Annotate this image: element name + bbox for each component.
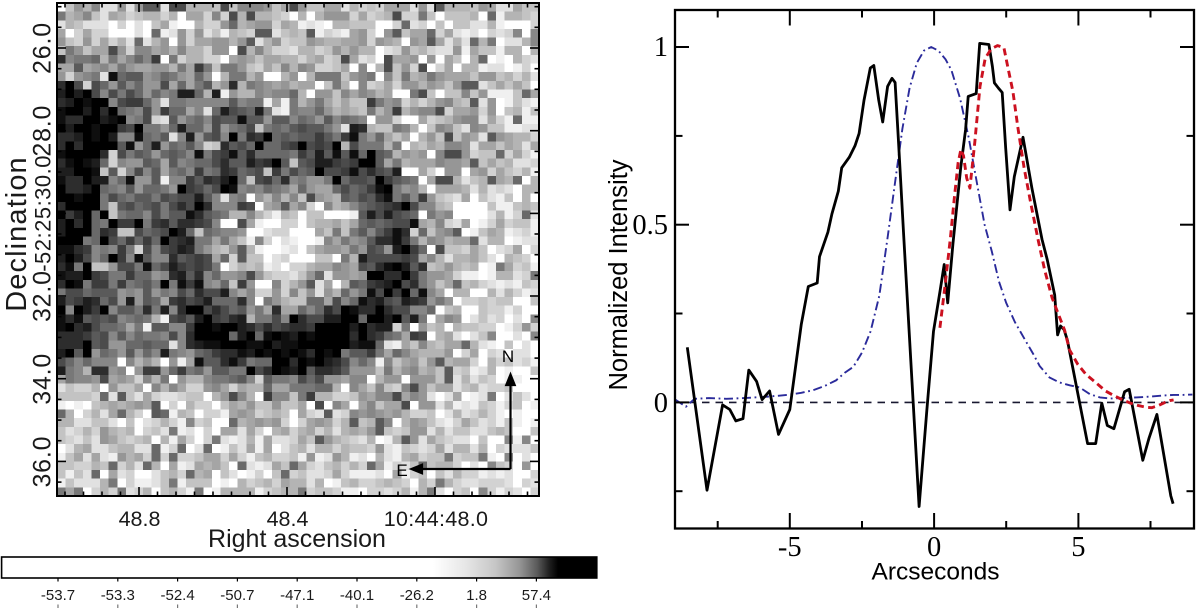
svg-text:-40.1: -40.1	[340, 587, 374, 604]
svg-text:36.0: 36.0	[29, 436, 57, 488]
svg-text:-47.1: -47.1	[280, 587, 314, 604]
svg-text:Arcseconds: Arcseconds	[871, 559, 999, 586]
svg-text:0: 0	[654, 388, 668, 419]
svg-text:48.8: 48.8	[119, 507, 161, 531]
svg-text:0: 0	[927, 532, 941, 563]
svg-text:10:44:48.0: 10:44:48.0	[384, 507, 489, 531]
svg-text:-5: -5	[778, 532, 802, 563]
svg-text:-53.7: -53.7	[41, 587, 75, 604]
svg-text:-52:25:30.0: -52:25:30.0	[31, 155, 56, 272]
svg-text:Right ascension: Right ascension	[208, 525, 386, 553]
svg-text:26.0: 26.0	[29, 22, 57, 74]
svg-text:48.4: 48.4	[267, 507, 309, 531]
svg-text:Declination: Declination	[1, 156, 33, 312]
svg-text:5: 5	[1071, 532, 1085, 563]
svg-text:E: E	[396, 461, 407, 480]
svg-text:-26.2: -26.2	[400, 587, 434, 604]
svg-text:57.4: 57.4	[522, 587, 551, 604]
svg-text:-52.4: -52.4	[160, 587, 194, 604]
svg-text:34.0: 34.0	[29, 353, 57, 405]
svg-text:28.0: 28.0	[29, 105, 57, 157]
svg-text:-50.7: -50.7	[220, 587, 254, 604]
svg-text:0.5: 0.5	[632, 210, 668, 241]
svg-text:32.0: 32.0	[29, 270, 57, 322]
svg-text:1: 1	[654, 32, 668, 63]
svg-text:-53.3: -53.3	[101, 587, 135, 604]
svg-text:N: N	[502, 347, 514, 366]
svg-text:Normalized Intensity: Normalized Intensity	[605, 159, 633, 390]
svg-text:1.8: 1.8	[466, 587, 487, 604]
